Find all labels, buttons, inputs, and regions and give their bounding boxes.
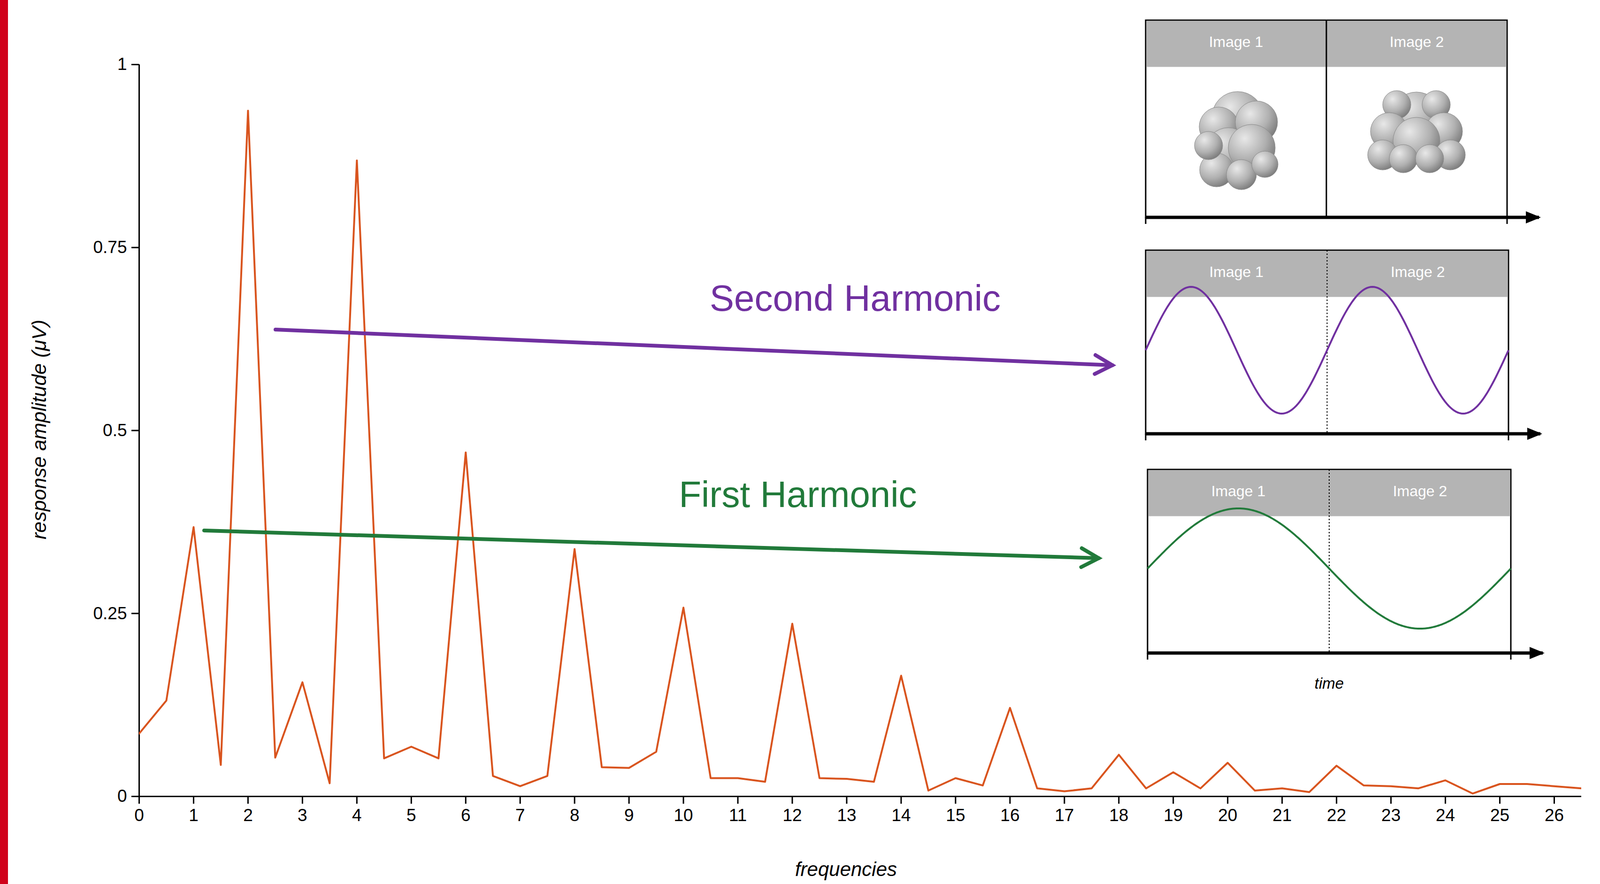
- svg-text:Image 1: Image 1: [1209, 263, 1264, 281]
- svg-text:16: 16: [1000, 805, 1020, 825]
- svg-text:6: 6: [460, 805, 471, 825]
- svg-text:1: 1: [117, 54, 128, 74]
- svg-text:5: 5: [406, 805, 417, 825]
- svg-text:14: 14: [891, 805, 911, 825]
- svg-text:23: 23: [1381, 805, 1401, 825]
- svg-text:0: 0: [134, 805, 145, 825]
- svg-text:0: 0: [117, 786, 128, 806]
- svg-text:2: 2: [243, 805, 253, 825]
- svg-text:response amplitude (μV): response amplitude (μV): [27, 319, 51, 540]
- svg-text:First Harmonic: First Harmonic: [678, 473, 917, 515]
- svg-text:24: 24: [1435, 805, 1455, 825]
- svg-text:0.25: 0.25: [92, 603, 127, 623]
- svg-text:1: 1: [188, 805, 199, 825]
- svg-text:4: 4: [352, 805, 362, 825]
- svg-text:Image 2: Image 2: [1390, 263, 1446, 281]
- svg-text:time: time: [1314, 674, 1344, 692]
- svg-text:25: 25: [1490, 805, 1510, 825]
- svg-text:Second Harmonic: Second Harmonic: [709, 277, 1001, 319]
- svg-text:0.75: 0.75: [92, 237, 127, 257]
- svg-text:13: 13: [836, 805, 857, 825]
- svg-text:22: 22: [1326, 805, 1347, 825]
- svg-text:10: 10: [673, 805, 694, 825]
- svg-text:0.5: 0.5: [102, 420, 127, 440]
- svg-text:7: 7: [515, 805, 526, 825]
- svg-text:Image 2: Image 2: [1393, 482, 1448, 500]
- svg-text:21: 21: [1272, 805, 1292, 825]
- svg-text:Image 2: Image 2: [1389, 33, 1445, 51]
- svg-text:19: 19: [1163, 805, 1183, 825]
- svg-text:Image 1: Image 1: [1211, 482, 1266, 500]
- svg-text:18: 18: [1109, 805, 1129, 825]
- svg-text:3: 3: [297, 805, 308, 825]
- svg-text:Image 1: Image 1: [1209, 33, 1264, 51]
- svg-text:17: 17: [1054, 805, 1074, 825]
- svg-text:9: 9: [624, 805, 635, 825]
- svg-text:12: 12: [782, 805, 802, 825]
- svg-text:8: 8: [569, 805, 580, 825]
- svg-text:20: 20: [1217, 805, 1238, 825]
- svg-text:frequencies: frequencies: [795, 857, 897, 881]
- svg-text:26: 26: [1544, 805, 1564, 825]
- svg-text:11: 11: [728, 805, 747, 825]
- svg-text:15: 15: [945, 805, 965, 825]
